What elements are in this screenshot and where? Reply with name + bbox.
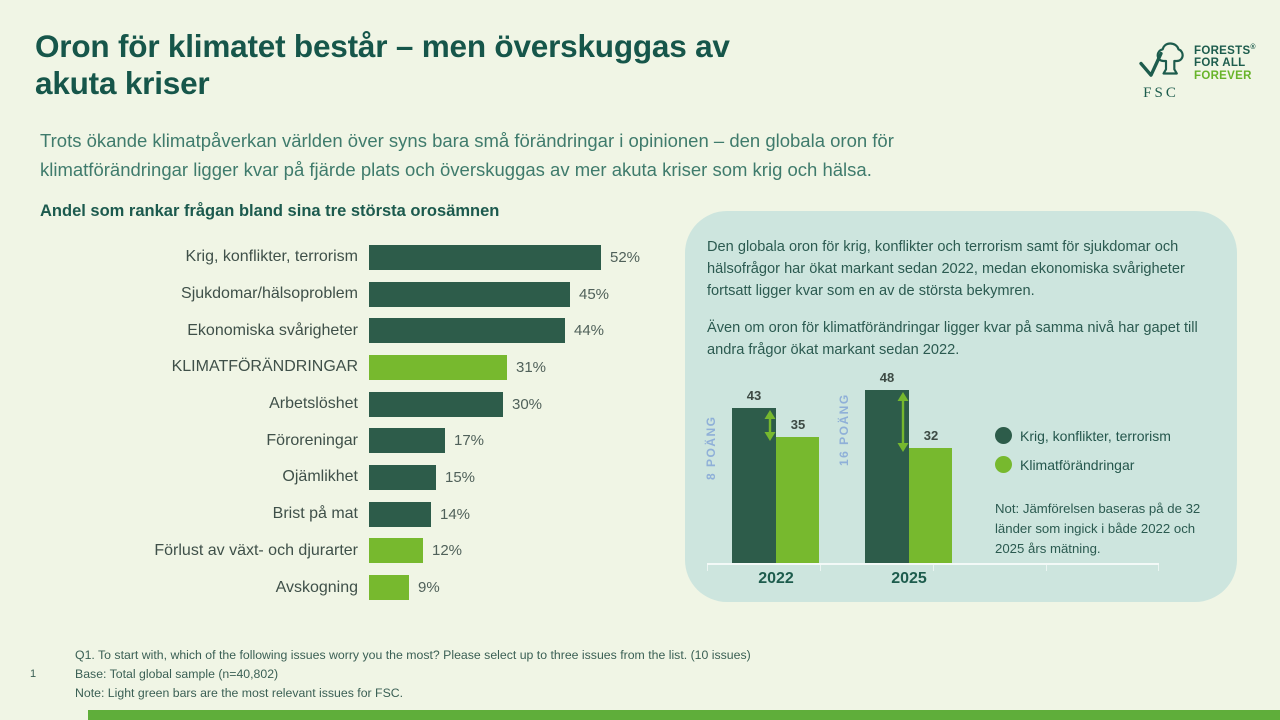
year-axis-label: 2025 <box>891 570 927 587</box>
ranking-bar-chart: Krig, konflikter, terrorism 52% Sjukdomar/… <box>33 239 673 606</box>
panel-paragraph-1: Den globala oron för krig, konflikter oc… <box>707 239 1185 299</box>
title-line-2: akuta kriser <box>35 64 210 101</box>
value-label: 30% <box>512 395 543 413</box>
grouped-bar-light <box>776 437 819 563</box>
bar <box>369 428 445 454</box>
bar-value-label: 43 <box>746 388 762 403</box>
category-label: Brist på mat <box>272 505 358 523</box>
chart-row: Sjukdomar/hälsoproblem 45% <box>33 276 673 313</box>
x-axis-line <box>707 563 1159 571</box>
bar <box>369 501 431 527</box>
bar <box>369 281 570 307</box>
slide-subtitle: Trots ökande klimatpåverkan världen över… <box>40 127 894 184</box>
value-label: 15% <box>445 468 476 486</box>
category-label: Arbetslöshet <box>269 395 358 413</box>
axis-tick <box>1046 565 1047 571</box>
chart-row: Arbetslöshet 30% <box>33 386 673 423</box>
fsc-slogan: FORESTS® FOR ALL FOREVER <box>1194 40 1256 83</box>
footnote-note: Note: Light green bars are the most rele… <box>75 686 404 701</box>
category-label: Sjukdomar/hälsoproblem <box>181 285 358 303</box>
grouped-bar-dark <box>865 390 909 563</box>
legend-label: Klimatförändringar <box>1020 456 1135 473</box>
fsc-slogan-line1: FORESTS® <box>1194 44 1256 57</box>
chart-row: Ojämlikhet 15% <box>33 459 673 496</box>
bar-fsc-highlight <box>369 575 409 601</box>
bar <box>369 244 601 270</box>
category-label: Krig, konflikter, terrorism <box>185 248 358 266</box>
value-label: 14% <box>440 505 471 523</box>
category-label: Avskogning <box>275 578 358 596</box>
category-label: KLIMATFÖRÄNDRINGAR <box>171 358 358 376</box>
footnotes: Q1. To start with, which of the followin… <box>75 646 751 703</box>
year-axis-label: 2022 <box>758 570 794 587</box>
bar-value-label: 35 <box>790 417 806 432</box>
gap-arrow-icon <box>762 410 778 441</box>
footnote-base: Base: Total global sample (n=40,802) <box>75 667 279 682</box>
bar <box>369 391 503 417</box>
fsc-logo-mark: FSC <box>1136 40 1186 102</box>
legend-dot-icon <box>995 427 1012 444</box>
category-label: Föroreningar <box>266 431 358 449</box>
fsc-slogan-line3: FOREVER <box>1194 70 1252 83</box>
category-label: Ekonomiska svårigheter <box>187 321 358 339</box>
value-label: 45% <box>579 285 610 303</box>
title-line-1: Oron för klimatet består – men överskugg… <box>35 28 730 64</box>
chart-row: Ekonomiska svårigheter 44% <box>33 312 673 349</box>
axis-tick <box>1158 565 1159 571</box>
chart-row: Krig, konflikter, terrorism 52% <box>33 239 673 276</box>
subtitle-line-1: Trots ökande klimatpåverkan världen över… <box>40 130 894 151</box>
value-label: 52% <box>610 248 641 266</box>
value-label: 12% <box>432 542 463 560</box>
value-label: 44% <box>574 322 605 340</box>
value-label: 17% <box>454 432 485 450</box>
bar <box>369 318 565 344</box>
chart-row: Föroreningar 17% <box>33 422 673 459</box>
registered-mark: ® <box>1250 44 1256 51</box>
chart-row: Förlust av växt- och djurarter 12% <box>33 533 673 570</box>
value-label: 31% <box>516 358 547 376</box>
legend-label: Krig, konflikter, terrorism <box>1020 427 1171 444</box>
bar-fsc-highlight <box>369 354 507 380</box>
fsc-tree-check-icon <box>1136 40 1186 87</box>
comparison-panel: Den globala oron för krig, konflikter oc… <box>685 211 1237 602</box>
chart-row: KLIMATFÖRÄNDRINGAR 31% <box>33 349 673 386</box>
legend-item: Krig, konflikter, terrorism <box>995 427 1171 444</box>
axis-tick <box>707 565 708 571</box>
page-number: 1 <box>30 668 37 680</box>
fsc-slogan-line2: FOR ALL <box>1194 57 1246 70</box>
chart-title: Andel som rankar frågan bland sina tre s… <box>40 202 500 220</box>
legend-item: Klimatförändringar <box>995 456 1171 473</box>
grouped-bar-light <box>909 448 952 563</box>
axis-tick <box>933 565 934 571</box>
comparison-note: Not: Jämförelsen baseras på de 32 länder… <box>995 501 1201 556</box>
bottom-accent-bar <box>88 710 1280 720</box>
legend-dot-icon <box>995 456 1012 473</box>
value-label: 9% <box>418 579 440 597</box>
fsc-logo: FSC FORESTS® FOR ALL FOREVER <box>1136 40 1256 102</box>
panel-paragraph-2: Även om oron för klimatförändringar ligg… <box>707 319 1198 358</box>
comparison-bar-chart: 43 35 8 POÄNG 2022 48 32 16 POÄNG 2025 <box>685 211 1237 602</box>
legend: Krig, konflikter, terrorism Klimatförändr… <box>995 427 1171 485</box>
bar-value-label: 48 <box>879 370 895 385</box>
gap-points-label: 16 POÄNG <box>837 393 851 467</box>
panel-text: Den globala oron för krig, konflikter oc… <box>707 237 1215 376</box>
page-title: Oron för klimatet består – men överskugg… <box>35 28 730 101</box>
bar <box>369 464 436 490</box>
axis-tick <box>820 565 821 571</box>
gap-points-label: 8 POÄNG <box>704 415 718 481</box>
bar-fsc-highlight <box>369 538 423 564</box>
chart-row: Brist på mat 14% <box>33 496 673 533</box>
category-label: Ojämlikhet <box>282 468 358 486</box>
fsc-logo-text: FSC <box>1143 85 1179 101</box>
category-label: Förlust av växt- och djurarter <box>154 541 358 559</box>
gap-arrow-icon <box>895 392 911 452</box>
chart-row: Avskogning 9% <box>33 569 673 606</box>
subtitle-line-2: klimatförändringar ligger kvar på fjärde… <box>40 158 872 180</box>
footnote-q1: Q1. To start with, which of the followin… <box>75 648 751 662</box>
bar-value-label: 32 <box>923 428 939 443</box>
